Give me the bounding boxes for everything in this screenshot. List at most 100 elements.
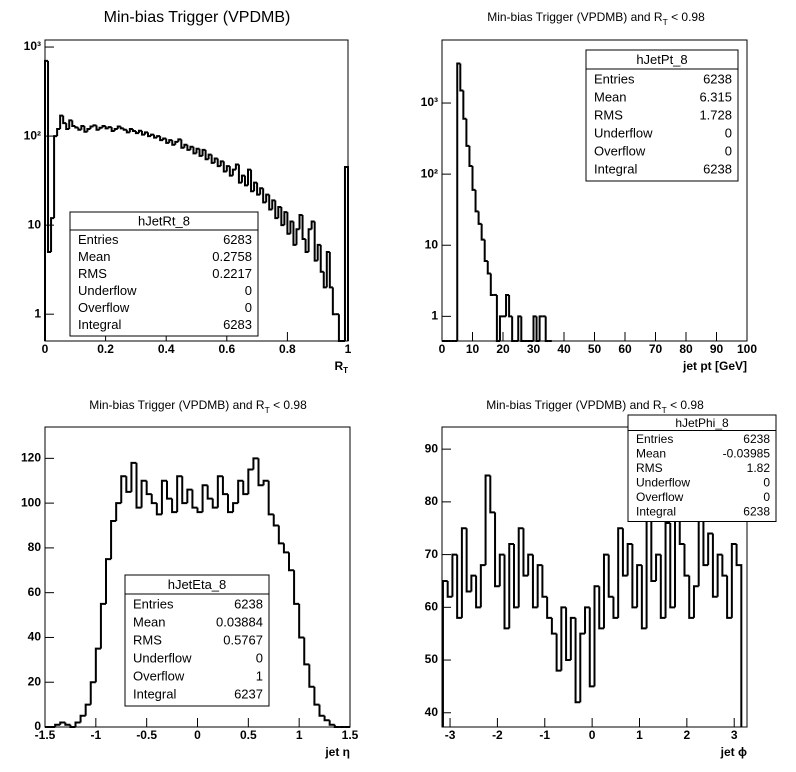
x-tick-label: 100 <box>737 342 757 356</box>
histogram-bin <box>289 220 294 234</box>
histogram-bin <box>295 228 300 245</box>
stats-label: Mean <box>78 249 111 264</box>
stats-value: 1.728 <box>699 107 732 122</box>
stats-value: 0 <box>725 125 732 140</box>
x-axis-label: jet η <box>324 745 350 759</box>
histogram-bin <box>176 475 183 513</box>
histogram-bin <box>288 552 295 572</box>
x-tick-label: 20 <box>496 342 510 356</box>
stats-label: Integral <box>594 161 637 176</box>
histogram-bin <box>53 135 58 219</box>
histogram-bin <box>105 558 112 604</box>
histogram-bin <box>304 238 309 253</box>
histogram-bin <box>650 512 657 582</box>
histogram-bin <box>83 125 88 133</box>
chart-title: Min-bias Trigger (VPDMB) and RT < 0.98 <box>89 398 307 415</box>
x-label-text: jet pt [GeV] <box>682 359 747 373</box>
histogram-bin <box>50 217 55 252</box>
histogram-bin <box>256 182 261 196</box>
histogram-bin <box>280 206 285 227</box>
histogram-bin <box>512 544 519 609</box>
stats-label: Entries <box>133 596 174 611</box>
stats-label: Entries <box>636 432 673 446</box>
stats-label: RMS <box>133 632 162 647</box>
histogram-bin <box>560 606 567 671</box>
histogram-bin <box>511 316 516 342</box>
histogram-bin <box>186 488 193 504</box>
x-tick-label: 1 <box>345 342 352 356</box>
chart-title: Min-bias Trigger (VPDMB) and RT < 0.98 <box>486 398 704 415</box>
histogram-bin <box>692 585 699 618</box>
histogram-bin <box>86 128 91 132</box>
stats-label: Integral <box>636 504 676 518</box>
x-tick-label: 0 <box>439 342 446 356</box>
histogram-bin <box>189 145 194 150</box>
histogram-bin <box>113 128 118 132</box>
histogram-bin <box>89 681 96 705</box>
histogram-bin <box>232 502 239 513</box>
histogram-bin <box>505 293 510 317</box>
histogram-bin <box>271 199 276 210</box>
histogram-bin <box>301 215 306 240</box>
histogram-bin <box>69 724 76 728</box>
histogram-bin <box>125 129 130 134</box>
histogram-bin <box>535 316 540 342</box>
stats-box <box>69 211 259 337</box>
stats-label: Integral <box>133 686 176 701</box>
histogram-bin <box>318 704 325 717</box>
histogram-bin <box>446 580 453 598</box>
histogram-bin <box>503 554 510 630</box>
histogram-bin <box>228 166 233 177</box>
stats-box <box>124 574 270 707</box>
chart-title: Min-bias Trigger (VPDMB) <box>104 9 291 26</box>
y-tick-label: 10² <box>24 128 41 142</box>
histogram-bin <box>274 200 279 220</box>
histogram-bin <box>669 522 676 609</box>
histogram-bin <box>726 575 732 619</box>
stats-label: Overflow <box>636 490 684 504</box>
histogram-bin <box>471 166 476 191</box>
histogram-bin <box>131 129 136 133</box>
histogram-bin <box>565 607 571 662</box>
histogram-bin <box>110 127 115 133</box>
histogram-bin <box>201 148 206 156</box>
histogram-bin <box>343 165 349 341</box>
histogram-bin <box>44 59 49 341</box>
y-tick-label: 60 <box>425 599 439 613</box>
y-tick-label: 10 <box>28 217 42 231</box>
histogram-bin <box>328 720 335 726</box>
histogram-bin <box>156 135 161 138</box>
histogram-bin <box>159 136 164 142</box>
histogram-bin <box>520 316 525 342</box>
histogram-bin <box>298 603 305 639</box>
histogram-bin <box>631 544 638 609</box>
histogram-bin <box>313 686 320 706</box>
histogram-bin <box>128 128 133 133</box>
histogram-bin <box>495 294 500 342</box>
x-tick-label: -3 <box>445 728 456 742</box>
title-text: Min-bias Trigger (VPDMB) and R <box>487 10 663 24</box>
histogram-bin <box>730 543 737 618</box>
histogram-bin <box>508 543 514 629</box>
stats-title: hJetPt_8 <box>636 52 687 67</box>
histogram-bin <box>240 174 245 183</box>
histogram-bin <box>191 489 198 509</box>
histogram-bin <box>313 221 318 262</box>
stats-title: hJetRt_8 <box>138 213 190 228</box>
histogram-bin <box>84 703 91 716</box>
histogram-bin <box>222 161 227 173</box>
histogram-bin <box>333 724 340 728</box>
x-axis-label: jet pt [GeV] <box>682 359 747 373</box>
histogram-bin <box>116 125 121 130</box>
histogram-bin <box>219 160 224 167</box>
histogram-bin <box>544 316 549 342</box>
stats-value: 0 <box>245 283 252 298</box>
histogram-bin <box>125 476 132 493</box>
histogram-bin <box>242 480 249 496</box>
x-tick-label: -1.5 <box>35 728 56 742</box>
y-tick-label: 1 <box>34 306 41 320</box>
x-tick-label: 0 <box>42 342 49 356</box>
histogram-bin <box>234 163 239 170</box>
x-tick-label: 0.5 <box>240 728 257 742</box>
histogram-bin <box>546 596 552 619</box>
